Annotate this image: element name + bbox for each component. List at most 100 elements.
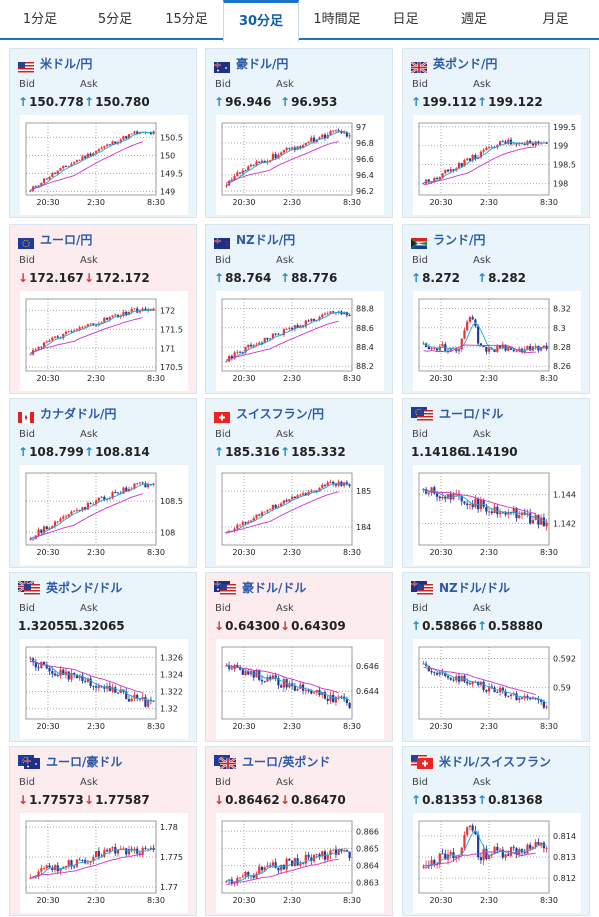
chart-container[interactable]: 88.8 88.6 88.4 88.2 20:30 2:30 8:30 — [216, 291, 384, 391]
candle-body — [321, 134, 324, 138]
candle-body — [433, 487, 436, 494]
candle-body — [310, 857, 313, 862]
tab-4[interactable]: 1時間足 — [313, 12, 361, 27]
candle-body — [293, 686, 296, 691]
moving-average-short — [226, 311, 350, 362]
pair-name[interactable]: ユーロ/円 — [40, 232, 93, 247]
currency-card[interactable]: ユーロ/ドル Bid Ask 1.14186 1.14190 1.144 1.142 20:3… — [402, 398, 590, 568]
chart-container[interactable]: 172 171.5 171 170.5 20:30 2:30 8:30 — [20, 291, 188, 391]
tab-2[interactable]: 15分足 — [165, 12, 208, 27]
currency-card[interactable]: NZドル/円 Bid Ask ↑88.764 ↑88.776 88.8 88.6 88.4 88… — [205, 224, 393, 394]
pair-name[interactable]: 英ポンド/ドル — [46, 580, 123, 595]
pair-name[interactable]: 米ドル/スイスフラン — [439, 754, 552, 769]
ask-value: ↑8.282 — [477, 271, 526, 285]
chart-container[interactable]: 0.646 0.644 20:30 2:30 8:30 — [216, 639, 384, 739]
currency-card[interactable]: ユーロ/豪ドル Bid Ask ↓1.77573 ↓1.77587 1.78 1.775 1.… — [9, 746, 197, 916]
currency-card[interactable]: 豪ドル/円 Bid Ask ↑96.946 ↑96.953 97 96.8 96.6 96.4 9… — [205, 48, 393, 218]
plot-frame — [221, 472, 353, 546]
candle-body — [255, 873, 258, 878]
pair-name[interactable]: ユーロ/豪ドル — [46, 754, 123, 769]
candle-body — [444, 853, 447, 860]
pair-name[interactable]: スイスフラン/円 — [236, 406, 325, 421]
tab-5[interactable]: 日足 — [392, 12, 419, 27]
arrow-down-icon: ↓ — [84, 271, 95, 285]
currency-card[interactable]: 米ドル/円 Bid Ask ↑150.778 ↑150.780 150.5 150 149.5… — [9, 48, 197, 218]
chart-container[interactable]: 199.5 199 198.5 198 20:30 2:30 8:30 — [413, 115, 581, 215]
candle-body — [29, 190, 32, 192]
chart-container[interactable]: 1.78 1.775 1.77 20:30 2:30 8:30 — [20, 813, 188, 913]
candle-body — [438, 853, 441, 865]
moving-average-short — [30, 483, 154, 540]
currency-card[interactable]: ユーロ/円 Bid Ask ↓172.167 ↓172.172 172 171.5 171 17… — [9, 224, 197, 394]
candle-body — [334, 130, 338, 132]
chart-container[interactable]: 150.5 150 149.5 149 20:30 2:30 8:30 — [20, 115, 188, 215]
tab-3[interactable]: 30分足 — [223, 0, 299, 42]
candle-body — [111, 315, 114, 318]
tab-7[interactable]: 月足 — [542, 12, 569, 27]
chart-container[interactable]: 1.144 1.142 20:30 2:30 8:30 — [413, 465, 581, 565]
pair-name[interactable]: 米ドル/円 — [40, 56, 93, 71]
pair-name[interactable]: 豪ドル/ドル — [242, 580, 307, 595]
candle-body — [501, 141, 504, 143]
candle-body — [545, 142, 548, 144]
candle-body — [430, 859, 433, 866]
candle-body — [56, 336, 59, 338]
tab-0[interactable]: 1分足 — [22, 12, 58, 27]
candle-body — [288, 328, 291, 330]
candle-body — [144, 308, 147, 311]
currency-card[interactable]: カナダドル/円 Bid Ask ↑108.799 ↑108.814 108.5 108 20:… — [9, 398, 197, 568]
chart-container[interactable]: 0.814 0.813 0.812 20:30 2:30 8:30 — [413, 813, 581, 913]
chart-container[interactable]: 8.32 8.3 8.28 8.26 20:30 2:30 8:30 — [413, 291, 581, 391]
pair-name[interactable]: 英ポンド/円 — [433, 56, 498, 71]
chart-container[interactable]: 0.592 0.59 20:30 2:30 8:30 — [413, 639, 581, 739]
pair-name[interactable]: カナダドル/円 — [40, 406, 117, 421]
currency-card[interactable]: 豪ドル/ドル Bid Ask ↓0.64300 ↓0.64309 0.646 0.644 20… — [205, 572, 393, 742]
pair-name[interactable]: 豪ドル/円 — [236, 56, 289, 71]
chart-container[interactable]: 97 96.8 96.6 96.4 96.2 20:30 2:30 8:30 — [216, 115, 384, 215]
candle-body — [105, 144, 109, 147]
currency-card[interactable]: スイスフラン/円 Bid Ask ↑185.316 ↑185.332 185 184 20:3… — [205, 398, 393, 568]
candle-body — [493, 146, 496, 148]
currency-card[interactable]: 英ポンド/ドル Bid Ask 1.32055 1.32065 1.326 1.324 1.3… — [9, 572, 197, 742]
x-tick-label: 20:30 — [36, 374, 59, 383]
candle-body — [460, 338, 463, 350]
currency-card[interactable]: 英ポンド/円 Bid Ask ↑199.112 ↑199.122 199.5 199 198.… — [402, 48, 590, 218]
candle-body — [310, 690, 313, 694]
pair-name[interactable]: ランド/円 — [433, 232, 486, 247]
currency-header: スイスフラン/円 — [214, 405, 325, 423]
candle-body — [433, 859, 436, 865]
candle-body — [488, 511, 491, 513]
candle-body — [103, 687, 106, 689]
pair-name[interactable]: ユーロ/英ポンド — [242, 754, 331, 769]
candle-body — [485, 506, 488, 512]
candle-body — [247, 344, 250, 348]
pair-name[interactable]: ユーロ/ドル — [439, 406, 504, 421]
bid-label: Bid — [19, 777, 35, 788]
currency-card[interactable]: 米ドル/スイスフラン Bid Ask ↑0.81353 ↑0.81368 0.814 0.8… — [402, 746, 590, 916]
candle-body — [496, 692, 499, 693]
candle-body — [498, 687, 502, 693]
tab-1[interactable]: 5分足 — [97, 12, 133, 27]
currency-card[interactable]: ユーロ/英ポンド Bid Ask ↓0.86462 ↓0.86470 0.866 0.865… — [205, 746, 393, 916]
tab-6[interactable]: 週足 — [460, 12, 487, 27]
chart-container[interactable]: 108.5 108 20:30 2:30 8:30 — [20, 465, 188, 565]
candle-body — [334, 484, 338, 486]
pair-name[interactable]: NZドル/ドル — [439, 580, 511, 595]
chart-container[interactable]: 0.866 0.865 0.864 0.863 20:30 2:30 8:30 — [216, 813, 384, 913]
candle-body — [496, 145, 499, 148]
candle-body — [130, 848, 133, 851]
candle-body — [225, 881, 228, 882]
chart-container[interactable]: 185 184 20:30 2:30 8:30 — [216, 465, 384, 565]
currency-card[interactable]: ランド/円 Bid Ask ↑8.272 ↑8.282 8.32 8.3 8.28 8.26 20… — [402, 224, 590, 394]
candle-body — [108, 848, 111, 852]
candle-body — [433, 347, 436, 349]
flag-icon — [411, 234, 427, 249]
currency-card[interactable]: NZドル/ドル Bid Ask ↑0.58866 ↑0.58880 0.592 0.59 20… — [402, 572, 590, 742]
y-tick-label: 150 — [160, 151, 175, 160]
x-tick-label: 8:30 — [540, 548, 558, 557]
candle-body — [105, 499, 109, 500]
candle-body — [485, 689, 488, 692]
chart-container[interactable]: 1.326 1.324 1.322 1.32 20:30 2:30 8:30 — [20, 639, 188, 739]
bid-value: ↓0.64300 — [214, 619, 280, 633]
pair-name[interactable]: NZドル/円 — [236, 232, 296, 247]
